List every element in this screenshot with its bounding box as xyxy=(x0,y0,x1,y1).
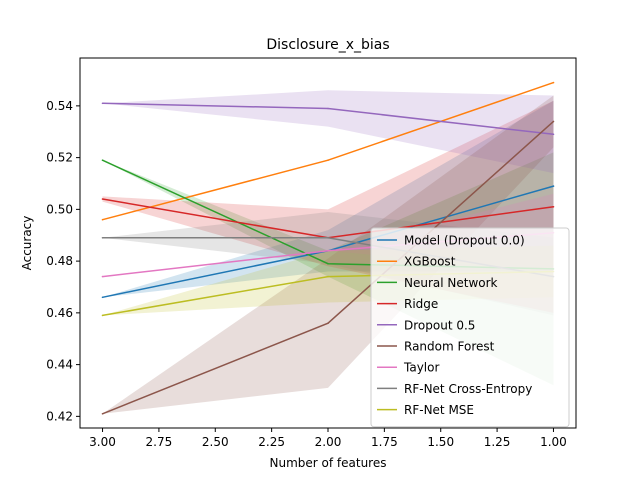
point-series-2-1 xyxy=(327,262,329,265)
y-tick-label: 0.48 xyxy=(46,254,73,268)
legend-entry-label: Taylor xyxy=(403,361,439,375)
point-series-1-1 xyxy=(327,159,329,161)
x-axis-label: Number of features xyxy=(270,456,387,470)
point-series-7-1 xyxy=(327,237,329,239)
point-series-4-2 xyxy=(552,133,555,136)
y-axis-ticks: 0.42 0.44 0.46 0.48 0.50 0.52 0.54 xyxy=(46,99,80,423)
legend-entry-label: Random Forest xyxy=(404,340,495,354)
point-series-3-0 xyxy=(101,198,104,200)
legend: Model (Dropout 0.0) XGBoost Neural Network… xyxy=(370,227,570,428)
legend-entry-label: XGBoost xyxy=(404,255,456,269)
point-series-4-0 xyxy=(101,102,104,105)
point-series-8-0 xyxy=(101,314,104,317)
x-tick-label: 2.50 xyxy=(202,435,229,449)
band-series-5 xyxy=(102,95,554,414)
x-tick-label: 2.25 xyxy=(258,435,285,449)
point-series-8-1 xyxy=(327,275,329,278)
point-series-6-0 xyxy=(101,275,104,278)
y-tick-label: 0.46 xyxy=(46,306,73,320)
point-series-0-0 xyxy=(101,296,104,299)
y-tick-label: 0.42 xyxy=(46,409,73,423)
legend-entry-label: Dropout 0.5 xyxy=(404,318,475,332)
y-tick-label: 0.44 xyxy=(46,358,73,372)
point-series-3-2 xyxy=(552,206,555,208)
y-axis-label: Accuracy xyxy=(20,216,34,271)
x-tick-label: 3.00 xyxy=(89,435,116,449)
point-series-5-0 xyxy=(101,413,104,415)
x-tick-label: 1.25 xyxy=(484,435,511,449)
x-tick-label: 1.00 xyxy=(540,435,567,449)
x-tick-label: 1.75 xyxy=(371,435,398,449)
point-series-7-0 xyxy=(101,237,104,239)
x-tick-label: 2.75 xyxy=(146,435,173,449)
point-series-6-1 xyxy=(327,250,329,252)
point-series-4-1 xyxy=(327,107,329,110)
point-series-1-2 xyxy=(552,81,555,84)
legend-entry-label: RF-Net Cross-Entropy xyxy=(404,382,532,396)
point-series-0-2 xyxy=(552,185,555,187)
legend-box xyxy=(370,227,570,428)
x-tick-label: 1.50 xyxy=(427,435,454,449)
x-axis-ticks: 3.00 2.75 2.50 2.25 2.00 1.75 1.50 1.25 1.00 xyxy=(89,428,567,449)
y-tick-label: 0.54 xyxy=(46,99,73,113)
point-series-2-0 xyxy=(101,159,104,161)
chart-title: Disclosure_x_bias xyxy=(266,37,389,53)
point-series-5-2 xyxy=(552,120,555,123)
y-tick-label: 0.52 xyxy=(46,151,73,165)
legend-entry-label: Model (Dropout 0.0) xyxy=(404,234,525,248)
y-tick-label: 0.50 xyxy=(46,202,73,216)
legend-entry-label: Neural Network xyxy=(404,276,498,290)
point-series-1-0 xyxy=(101,218,104,221)
x-tick-label: 2.00 xyxy=(315,435,342,449)
band-series-4 xyxy=(102,90,554,174)
legend-entry-label: Ridge xyxy=(404,297,438,311)
legend-entry-label: RF-Net MSE xyxy=(404,403,474,417)
point-series-5-1 xyxy=(327,322,329,325)
